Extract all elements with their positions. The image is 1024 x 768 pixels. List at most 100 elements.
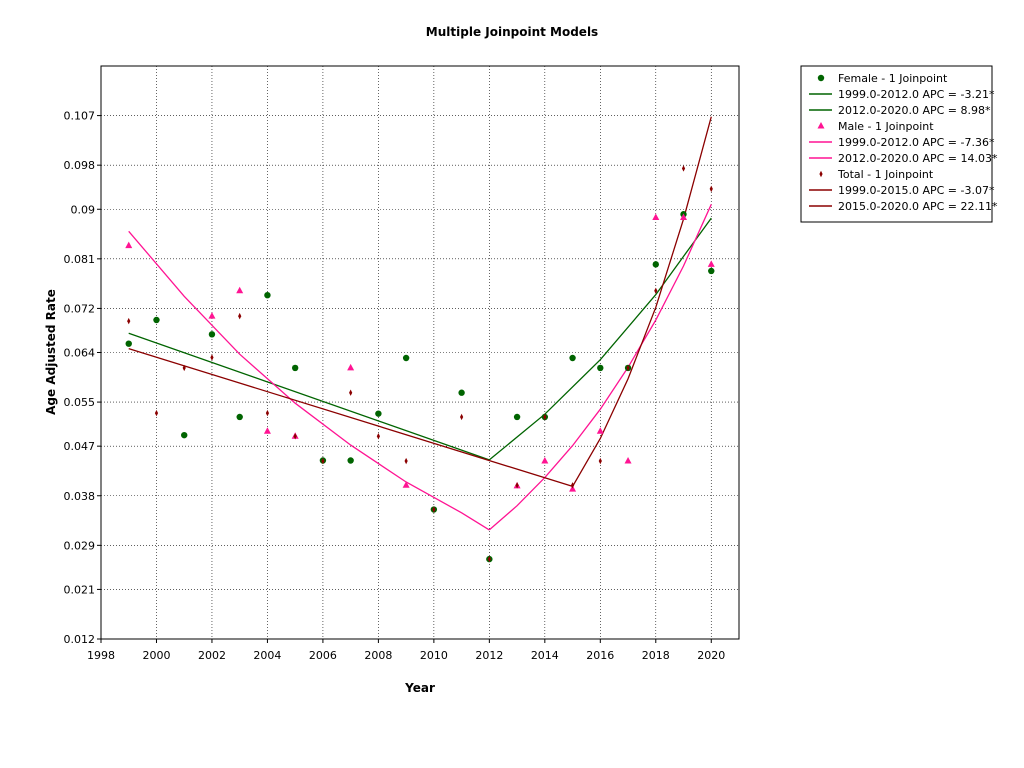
- data-point-circle: [458, 389, 465, 396]
- legend-label: Female - 1 Joinpoint: [838, 72, 948, 85]
- data-point-circle: [153, 316, 160, 324]
- data-point-triangle: [208, 312, 216, 319]
- data-point-diamond: [654, 287, 658, 294]
- data-point-diamond: [154, 409, 159, 417]
- y-tick-label: 0.038: [64, 490, 96, 503]
- data-point-diamond: [432, 506, 436, 513]
- data-point-triangle: [541, 457, 549, 464]
- y-tick-label: 0.012: [64, 633, 96, 646]
- y-tick-label: 0.081: [64, 253, 96, 266]
- data-point-circle: [375, 410, 382, 417]
- data-point-diamond: [293, 433, 297, 440]
- series-diamond: [127, 165, 713, 563]
- data-point-circle: [569, 354, 576, 362]
- x-tick-label: 2020: [697, 649, 725, 662]
- fit-line-female: [128, 332, 490, 461]
- data-point-triangle: [680, 213, 688, 221]
- data-point-triangle: [402, 481, 410, 488]
- legend-marker-triangle: [817, 122, 825, 129]
- data-point-circle: [181, 431, 188, 439]
- data-point-circle: [597, 364, 604, 372]
- data-point-triangle: [652, 213, 660, 221]
- data-point-diamond: [265, 409, 270, 417]
- x-tick-label: 2006: [309, 649, 337, 662]
- legend-label: 2015.0-2020.0 APC = 22.11*: [838, 200, 998, 213]
- x-tick-label: 2016: [586, 649, 614, 662]
- y-tick-label: 0.09: [71, 203, 96, 216]
- data-point-diamond: [709, 185, 713, 193]
- data-point-diamond: [321, 457, 325, 465]
- fit-line-female: [488, 217, 712, 461]
- data-point-triangle: [707, 260, 715, 267]
- legend-label: 1999.0-2012.0 APC = -7.36*: [838, 136, 995, 149]
- legend-label: 2012.0-2020.0 APC = 8.98*: [838, 104, 991, 117]
- data-point-diamond: [598, 457, 602, 465]
- series-triangle: [125, 213, 715, 492]
- data-point-triangle: [624, 457, 632, 464]
- x-tick-label: 2008: [364, 649, 392, 662]
- data-point-diamond: [626, 364, 630, 372]
- y-tick-label: 0.064: [64, 347, 96, 360]
- x-tick-label: 2014: [531, 649, 559, 662]
- x-tick-label: 2018: [642, 649, 670, 662]
- data-point-diamond: [543, 413, 547, 421]
- data-point-diamond: [182, 364, 186, 372]
- legend-marker-circle: [817, 74, 825, 82]
- y-tick-label: 0.072: [64, 302, 96, 315]
- legend-label: 2012.0-2020.0 APC = 14.03*: [838, 152, 998, 165]
- y-tick-label: 0.098: [64, 159, 96, 172]
- x-tick-label: 2002: [198, 649, 226, 662]
- data-point-diamond: [127, 317, 131, 325]
- y-axis-title: Age Adjusted Rate: [44, 289, 58, 415]
- y-tick-label: 0.055: [64, 396, 96, 409]
- data-point-circle: [208, 331, 216, 338]
- data-point-diamond: [681, 165, 686, 172]
- data-point-triangle: [596, 427, 604, 434]
- data-point-triangle: [125, 241, 133, 249]
- data-point-diamond: [210, 354, 214, 361]
- data-point-triangle: [236, 286, 244, 294]
- x-tick-label: 2000: [142, 649, 170, 662]
- data-point-diamond: [376, 433, 380, 440]
- legend-label: Total - 1 Joinpoint: [837, 168, 934, 181]
- legend-box: [800, 65, 993, 223]
- chart-title: Multiple Joinpoint Models: [426, 25, 598, 39]
- data-point-circle: [264, 292, 271, 299]
- fit-line-male: [128, 230, 490, 531]
- legend-label: 1999.0-2015.0 APC = -3.07*: [838, 184, 995, 197]
- legend: Female - 1 Joinpoint 1999.0-2012.0 APC = …: [800, 65, 998, 223]
- x-tick-label: 2010: [420, 649, 448, 662]
- data-point-diamond: [404, 457, 408, 465]
- data-point-circle: [513, 413, 521, 421]
- data-point-circle: [402, 354, 410, 362]
- data-point-diamond: [487, 555, 491, 563]
- data-point-triangle: [347, 363, 355, 371]
- fit-line-male: [488, 204, 712, 531]
- legend-label: Male - 1 Joinpoint: [838, 120, 934, 133]
- y-tick-label: 0.047: [64, 440, 96, 453]
- data-point-diamond: [570, 482, 575, 489]
- y-tick-label: 0.021: [64, 583, 96, 596]
- data-point-circle: [291, 364, 299, 372]
- data-point-diamond: [349, 389, 353, 396]
- series-circle: [125, 211, 715, 563]
- legend-label: 1999.0-2012.0 APC = -3.21*: [838, 88, 995, 101]
- x-tick-label: 2004: [253, 649, 281, 662]
- y-tick-label: 0.107: [64, 110, 96, 123]
- data-point-triangle: [263, 427, 271, 434]
- fit-line-total: [572, 116, 712, 487]
- data-point-circle: [708, 267, 715, 275]
- x-tick-label: 1998: [87, 649, 115, 662]
- data-point-circle: [125, 340, 132, 347]
- data-point-circle: [347, 457, 354, 464]
- data-point-diamond: [238, 312, 242, 320]
- x-axis-title: Year: [404, 681, 435, 695]
- data-point-diamond: [515, 482, 519, 489]
- fit-line-total: [128, 347, 573, 488]
- data-point-circle: [236, 413, 243, 421]
- y-tick-label: 0.029: [64, 539, 96, 552]
- data-point-diamond: [460, 413, 464, 421]
- data-point-circle: [652, 261, 659, 268]
- x-tick-label: 2012: [475, 649, 503, 662]
